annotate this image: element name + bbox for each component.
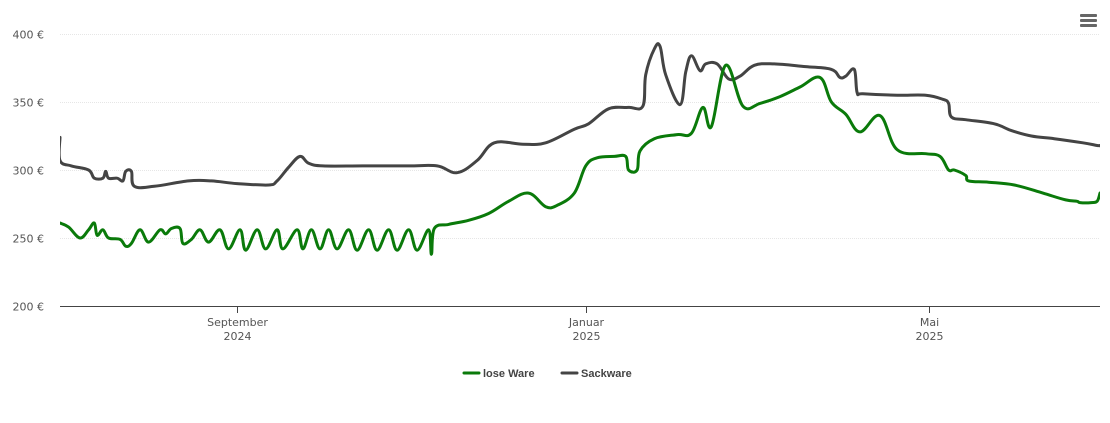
y-tick-label-400: 400 € <box>13 29 45 42</box>
x-tick-year-1: 2025 <box>573 330 601 343</box>
y-tick-label-300: 300 € <box>13 165 45 178</box>
x-tick-month-2: Mai <box>920 316 939 329</box>
x-tick-month-1: Januar <box>568 316 605 329</box>
series-line-sackware <box>60 42 1100 190</box>
series-lines <box>60 42 1100 256</box>
x-tick-month-0: September <box>207 316 268 329</box>
legend-label-0: lose Ware <box>483 368 535 380</box>
y-tick-label-200: 200 € <box>13 301 45 314</box>
series-line-lose-ware <box>60 63 1100 256</box>
hamburger-menu-icon[interactable] <box>1078 12 1100 32</box>
legend-label-1: Sackware <box>581 368 632 380</box>
x-tick-year-2: 2025 <box>916 330 944 343</box>
y-tick-label-250: 250 € <box>13 233 45 246</box>
x-tick-year-0: 2024 <box>224 330 252 343</box>
y-tick-label-350: 350 € <box>13 97 45 110</box>
y-grid <box>60 34 1100 239</box>
y-axis-labels: 200 € 250 € 300 € 350 € 400 € <box>13 29 45 314</box>
legend: lose Ware Sackware <box>462 368 632 380</box>
